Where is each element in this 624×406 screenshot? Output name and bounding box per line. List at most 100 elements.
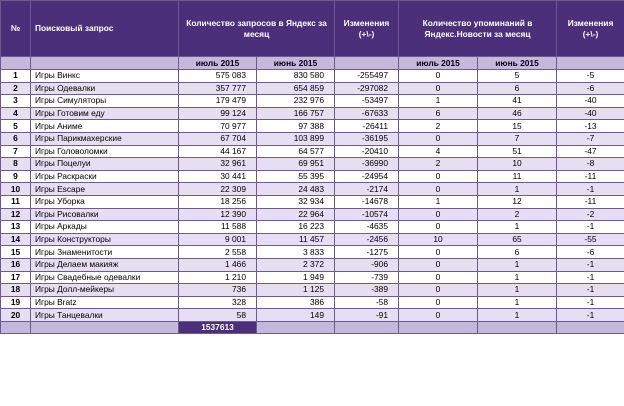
- cell-news-jul: 0: [398, 69, 478, 83]
- cell-requests-jun: 69 951: [256, 157, 335, 171]
- cell-query: Игры Винкс: [30, 69, 179, 83]
- cell-requests-jul: 30 441: [178, 169, 257, 184]
- cell-news-change: -5: [556, 69, 624, 83]
- cell-query: Игры Танцевалки: [30, 308, 179, 322]
- cell-query: Игры Знаменитости: [30, 245, 179, 259]
- table-row: 1 Игры Винкс 575 083 830 580 -255497 0 5 -5: [0, 69, 624, 83]
- cell-requests-change: -4635: [334, 220, 399, 234]
- cell-query: Игры Аркады: [30, 220, 179, 234]
- cell-requests-change: -67633: [334, 106, 399, 121]
- total-row: 1537613: [0, 320, 624, 335]
- cell-requests-jul: 1 466: [178, 257, 257, 272]
- cell-news-jun: 1: [476, 308, 558, 322]
- cell-news-jul: 4: [398, 144, 478, 159]
- cell-num: 20: [0, 308, 31, 322]
- cell-news-jun: 1: [476, 270, 558, 285]
- cell-query: Игры Поцелуи: [30, 157, 179, 171]
- cell-news-jun: 11: [476, 169, 558, 184]
- subheader-empty-num: [0, 56, 31, 70]
- cell-requests-change: -255497: [334, 69, 399, 83]
- table-body: 1 Игры Винкс 575 083 830 580 -255497 0 5 -5 2 Игр…: [0, 69, 624, 335]
- cell-requests-change: -14678: [334, 194, 399, 209]
- cell-requests-jul: 58: [178, 308, 257, 322]
- total-row-empty-cell: [398, 320, 478, 335]
- cell-news-jul: 2: [398, 119, 478, 133]
- cell-num: 11: [0, 194, 31, 209]
- cell-requests-change: -24954: [334, 169, 399, 184]
- cell-news-change: -1: [556, 257, 624, 272]
- subheader-jun-news: июнь 2015: [476, 56, 558, 70]
- cell-query: Игры Готовим еду: [30, 106, 179, 121]
- cell-news-jul: 0: [398, 283, 478, 297]
- table-row: 4 Игры Готовим еду 99 124 166 757 -67633 6 46-…: [0, 106, 624, 121]
- cell-news-jun: 12: [476, 194, 558, 209]
- cell-requests-jul: 575 083: [178, 69, 257, 83]
- cell-news-jun: 6: [476, 81, 558, 96]
- table-row: 19 Игры Bratz 328 386 -58 0 1 -1: [0, 295, 624, 310]
- cell-news-change: -6: [556, 81, 624, 96]
- cell-requests-jun: 149: [256, 308, 335, 322]
- cell-news-change: -1: [556, 295, 624, 310]
- cell-news-jul: 0: [398, 245, 478, 259]
- table-row: 7 Игры Головоломки 44 167 64 577 -20410 4 51 -4…: [0, 144, 624, 159]
- cell-requests-change: -2456: [334, 232, 399, 247]
- cell-requests-jul: 12 390: [178, 207, 257, 222]
- cell-news-jun: 6: [476, 245, 558, 259]
- cell-requests-change: -2174: [334, 182, 399, 196]
- cell-requests-jul: 11 588: [178, 220, 257, 234]
- subheader-jul-requests: июль 2015: [178, 56, 257, 70]
- cell-news-jul: 10: [398, 232, 478, 247]
- cell-num: 12: [0, 207, 31, 222]
- cell-requests-jul: 22 309: [178, 182, 257, 196]
- cell-requests-jun: 166 757: [256, 106, 335, 121]
- search-queries-table: № Поисковый запрос Количество запросов в…: [0, 0, 624, 335]
- cell-news-jul: 1: [398, 194, 478, 209]
- cell-requests-change: -36195: [334, 131, 399, 146]
- header-row: № Поисковый запрос Количество запросов в…: [0, 0, 624, 57]
- cell-news-jul: 0: [398, 131, 478, 146]
- subheader-row: июль 2015 июнь 2015 июль 2015 июнь 2015: [0, 56, 624, 70]
- cell-requests-change: -297082: [334, 81, 399, 96]
- col-header-num: №: [0, 0, 31, 57]
- cell-requests-change: -91: [334, 308, 399, 322]
- cell-requests-jun: 103 899: [256, 131, 335, 146]
- cell-news-jun: 41: [476, 94, 558, 108]
- cell-requests-jul: 9 001: [178, 232, 257, 247]
- total-requests-jul: 1537613: [178, 320, 257, 335]
- cell-news-jul: 0: [398, 182, 478, 196]
- cell-news-jun: 5: [476, 69, 558, 83]
- col-header-yandex-requests: Количество запросов в Яндекс за месяц: [178, 0, 335, 57]
- cell-requests-jun: 386: [256, 295, 335, 310]
- cell-num: 19: [0, 295, 31, 310]
- subheader-jul-news: июль 2015: [398, 56, 478, 70]
- cell-news-jul: 1: [398, 94, 478, 108]
- cell-num: 1: [0, 69, 31, 83]
- cell-query: Игры Раскраски: [30, 169, 179, 184]
- cell-requests-jun: 3 833: [256, 245, 335, 259]
- table-row: 9 Игры Раскраски 30 441 55 395 -24954 0 11 -11: [0, 169, 624, 184]
- subheader-jun-requests: июнь 2015: [256, 56, 335, 70]
- cell-query: Игры Долл-мейкеры: [30, 283, 179, 297]
- cell-news-jun: 15: [476, 119, 558, 133]
- cell-news-jun: 7: [476, 131, 558, 146]
- cell-news-jul: 6: [398, 106, 478, 121]
- cell-query: Игры Bratz: [30, 295, 179, 310]
- subheader-empty-changes-1: [334, 56, 399, 70]
- cell-news-jun: 1: [476, 283, 558, 297]
- cell-requests-change: -1275: [334, 245, 399, 259]
- cell-num: 8: [0, 157, 31, 171]
- cell-news-change: -1: [556, 270, 624, 285]
- table-row: 14 Игры Конструкторы 9 001 11 457 -2456 10 65-…: [0, 232, 624, 247]
- cell-query: Игры Головоломки: [30, 144, 179, 159]
- table-row: 15 Игры Знаменитости 2 558 3 833 -1275 0 6 -6: [0, 245, 624, 259]
- cell-requests-jul: 44 167: [178, 144, 257, 159]
- cell-requests-change: -36990: [334, 157, 399, 171]
- cell-news-jul: 0: [398, 169, 478, 184]
- cell-news-jun: 2: [476, 207, 558, 222]
- cell-num: 14: [0, 232, 31, 247]
- cell-news-jul: 0: [398, 207, 478, 222]
- cell-news-jul: 2: [398, 157, 478, 171]
- cell-requests-change: -906: [334, 257, 399, 272]
- cell-news-jul: 0: [398, 308, 478, 322]
